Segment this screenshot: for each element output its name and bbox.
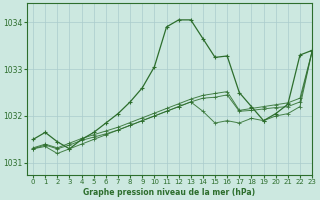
X-axis label: Graphe pression niveau de la mer (hPa): Graphe pression niveau de la mer (hPa) [84,188,256,197]
